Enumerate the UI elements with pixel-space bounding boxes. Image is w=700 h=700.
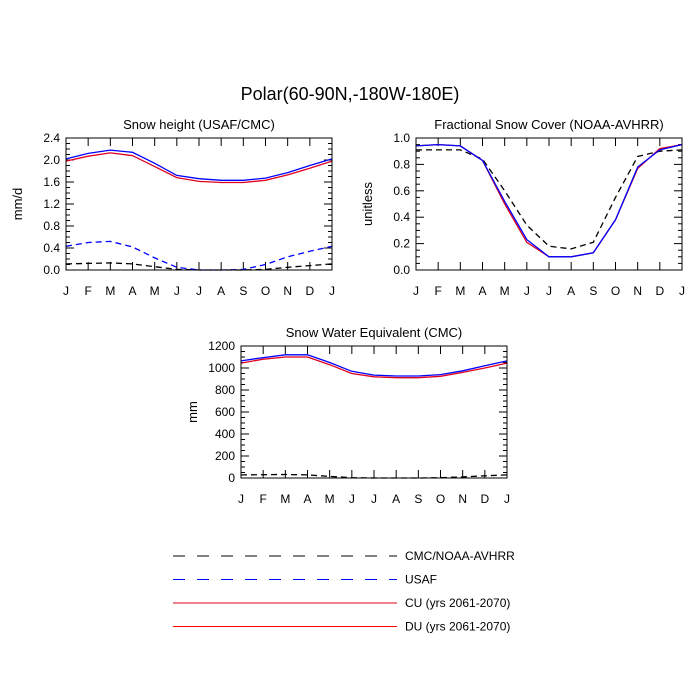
- x-tick-label: O: [611, 284, 620, 298]
- x-tick-label: N: [458, 492, 467, 506]
- x-tick-label: D: [480, 492, 489, 506]
- panel-snow-water-equivalent: Snow Water Equivalent (CMC) mm 0 200 400 600 8…: [185, 325, 510, 506]
- x-tick-label: J: [63, 284, 69, 298]
- y-tick-label: 0.8: [43, 219, 60, 233]
- y-tick-label: 1000: [208, 361, 235, 375]
- series-line-du-yrs-2061-2070: [65, 149, 333, 181]
- x-tick-label: O: [436, 492, 445, 506]
- y-tick-label: 0.0: [43, 263, 60, 277]
- y-axis-label: unitless: [360, 181, 375, 226]
- x-tick-label: J: [413, 284, 419, 298]
- panel-title: Snow height (USAF/CMC): [123, 117, 275, 132]
- y-tick-label: 1.6: [43, 175, 60, 189]
- x-tick-label: A: [217, 284, 225, 298]
- x-tick-label: N: [633, 284, 642, 298]
- legend: CMC/NOAA-AVHRR USAF CU (yrs 2061-2070) DU (…: [173, 549, 515, 634]
- y-tick-label: 400: [215, 427, 235, 441]
- series-line-du-yrs-2061-2070: [415, 143, 683, 258]
- figure-title: Polar(60-90N,-180W-180E): [240, 84, 460, 104]
- y-tick-label: 0.2: [393, 237, 410, 251]
- series-line-cu-yrs-2061-2070: [65, 152, 333, 184]
- x-tick-label: A: [567, 284, 575, 298]
- x-tick-label: M: [500, 284, 510, 298]
- y-tick-label: 600: [215, 405, 235, 419]
- legend-label: CMC/NOAA-AVHRR: [405, 549, 515, 563]
- panel-fractional-snow-cover: Fractional Snow Cover (NOAA-AVHRR) unitle…: [360, 117, 685, 298]
- legend-label: DU (yrs 2061-2070): [405, 620, 510, 634]
- y-axis-label: mm/d: [10, 188, 25, 221]
- x-tick-label: J: [329, 284, 335, 298]
- series-line-cu-yrs-2061-2070: [415, 143, 683, 258]
- x-tick-label: O: [261, 284, 270, 298]
- x-tick-label: N: [283, 284, 292, 298]
- y-axis-label: mm: [185, 401, 200, 423]
- plot-frame: [65, 137, 333, 271]
- x-tick-label: J: [174, 284, 180, 298]
- panel-title: Fractional Snow Cover (NOAA-AVHRR): [434, 117, 663, 132]
- x-tick-label: A: [128, 284, 136, 298]
- y-tick-label: 0.6: [393, 184, 410, 198]
- series-line-cu-yrs-2061-2070: [240, 356, 508, 379]
- x-tick-label: J: [679, 284, 685, 298]
- y-tick-label: 2.0: [43, 153, 60, 167]
- series-line-cmc-noaa-avhrr: [416, 149, 683, 250]
- x-tick-label: M: [280, 492, 290, 506]
- y-tick-label: 1.2: [43, 197, 60, 211]
- y-tick-label: 200: [215, 449, 235, 463]
- x-tick-label: A: [392, 492, 400, 506]
- x-tick-label: M: [325, 492, 335, 506]
- x-tick-label: J: [371, 492, 377, 506]
- x-tick-label: M: [150, 284, 160, 298]
- x-tick-label: J: [238, 492, 244, 506]
- x-tick-label: J: [349, 492, 355, 506]
- y-tick-label: 0: [228, 471, 235, 485]
- x-tick-label: A: [303, 492, 311, 506]
- x-tick-label: F: [259, 492, 266, 506]
- y-tick-label: 1.0: [393, 131, 410, 145]
- x-tick-label: M: [455, 284, 465, 298]
- x-tick-label: J: [504, 492, 510, 506]
- x-tick-label: D: [655, 284, 664, 298]
- series-line-usaf: [65, 240, 333, 271]
- x-tick-label: J: [196, 284, 202, 298]
- x-tick-label: F: [434, 284, 441, 298]
- legend-label: CU (yrs 2061-2070): [405, 596, 510, 610]
- plot-frame: [240, 345, 508, 479]
- y-tick-label: 0.4: [393, 210, 410, 224]
- y-tick-label: 800: [215, 383, 235, 397]
- y-tick-label: 0.8: [393, 157, 410, 171]
- plot-frame: [415, 137, 683, 271]
- series-line-du-yrs-2061-2070: [240, 354, 508, 377]
- panel-snow-height: Snow height (USAF/CMC) mm/d 0.0 0.4 0.8 1.2 1.…: [10, 117, 335, 298]
- x-tick-label: S: [239, 284, 247, 298]
- x-tick-label: S: [589, 284, 597, 298]
- x-tick-label: J: [524, 284, 530, 298]
- y-tick-label: 0.4: [43, 241, 60, 255]
- panel-title: Snow Water Equivalent (CMC): [286, 325, 463, 340]
- x-tick-label: J: [546, 284, 552, 298]
- y-tick-label: 0.0: [393, 263, 410, 277]
- x-tick-label: S: [414, 492, 422, 506]
- x-tick-label: D: [305, 284, 314, 298]
- x-tick-label: M: [105, 284, 115, 298]
- y-tick-label: 2.4: [43, 131, 60, 145]
- legend-label: USAF: [405, 573, 437, 587]
- x-tick-label: A: [478, 284, 486, 298]
- x-tick-label: F: [84, 284, 91, 298]
- y-tick-label: 1200: [208, 339, 235, 353]
